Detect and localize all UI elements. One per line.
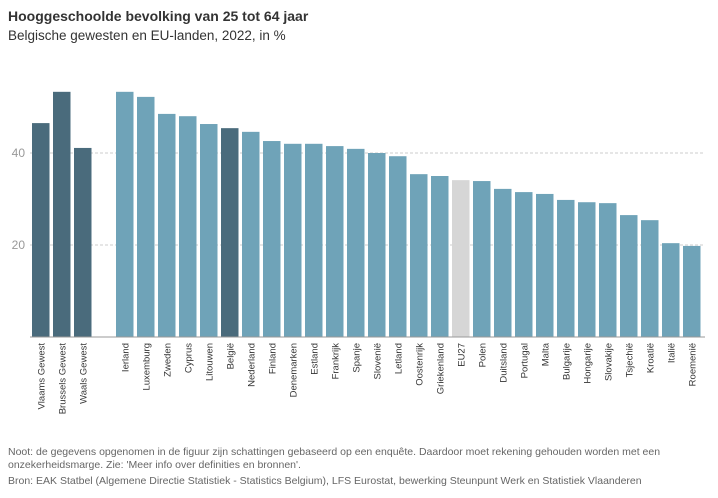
bar	[221, 128, 239, 337]
bar	[473, 181, 491, 337]
bar	[662, 243, 680, 337]
x-tick-label: Litouwen	[204, 343, 215, 381]
bar	[284, 143, 302, 337]
x-tick-label: Griekenland	[435, 343, 446, 394]
bar	[536, 193, 554, 337]
x-tick-label: Cyprus	[183, 343, 194, 373]
bar	[494, 188, 512, 337]
x-tick-label: Finland	[267, 343, 278, 374]
x-tick-label: Malta	[540, 342, 551, 366]
bar	[137, 96, 155, 337]
chart-title: Hooggeschoolde bevolking van 25 tot 64 j…	[8, 8, 309, 24]
bar-chart: 20 40 Vlaams Gewest Brussels Gewest Waals Ge…	[12, 91, 705, 415]
bar	[305, 143, 323, 337]
chart-note: Noot: de gegevens opgenomen in de figuur…	[8, 446, 661, 471]
bar	[410, 174, 428, 337]
bar	[200, 124, 218, 338]
chart-subtitle: Belgische gewesten en EU-landen, 2022, i…	[8, 28, 286, 43]
bar	[326, 146, 344, 337]
bar	[683, 245, 701, 337]
bar	[389, 156, 407, 337]
bar	[515, 192, 533, 337]
bar	[599, 203, 617, 337]
x-tick-label: Bulgarije	[561, 343, 572, 380]
x-tick-label: Letland	[393, 343, 404, 374]
y-tick-label: 20	[12, 238, 26, 252]
chart-source: Bron: EAK Statbel (Algemene Directie Sta…	[8, 475, 642, 487]
x-tick-label: Slovakije	[603, 343, 614, 381]
bar	[452, 180, 470, 337]
bar	[557, 199, 575, 337]
x-tick-label: Italië	[666, 343, 677, 363]
x-tick-label: België	[225, 343, 236, 369]
x-tick-label: Slovenië	[372, 343, 383, 379]
bar	[578, 202, 596, 337]
x-tick-label: Frankrijk	[330, 343, 341, 380]
bar	[620, 215, 638, 337]
bar	[32, 123, 50, 337]
x-tick-label: Tsjechië	[624, 343, 635, 377]
y-tick-label: 40	[12, 146, 26, 160]
x-tick-label: Portugal	[519, 343, 530, 378]
x-tick-label: Hongarije	[582, 343, 593, 384]
bar	[53, 91, 71, 337]
x-tick-label: Estland	[309, 343, 320, 375]
bar	[368, 153, 386, 337]
x-tick-label: Spanje	[351, 343, 362, 373]
x-tick-label: Ierland	[120, 343, 131, 372]
bar	[179, 116, 197, 337]
x-tick-label: Denemarken	[288, 343, 299, 397]
bar	[158, 113, 176, 338]
bar	[347, 148, 365, 337]
x-tick-label: Polen	[477, 343, 488, 367]
x-tick-label: Oostenrijk	[414, 343, 425, 386]
x-tick-label: Vlaams Gewest	[36, 343, 47, 410]
x-tick-label: Zweden	[162, 343, 173, 377]
x-tick-label: EU27	[456, 343, 467, 367]
bar	[263, 141, 281, 337]
x-tick-label: Duitsland	[498, 343, 509, 383]
x-tick-label: Nederland	[246, 343, 257, 387]
x-tick-label: Brussels Gewest	[57, 343, 68, 415]
x-tick-label: Luxemburg	[141, 343, 152, 391]
bar	[242, 131, 260, 337]
bar	[116, 91, 134, 337]
bar	[74, 147, 92, 337]
x-tick-label: Roemenië	[687, 343, 698, 386]
x-tick-label: Kroatië	[645, 343, 656, 373]
x-tick-label: Waals Gewest	[78, 343, 89, 404]
bar	[431, 176, 449, 337]
bar	[641, 220, 659, 337]
